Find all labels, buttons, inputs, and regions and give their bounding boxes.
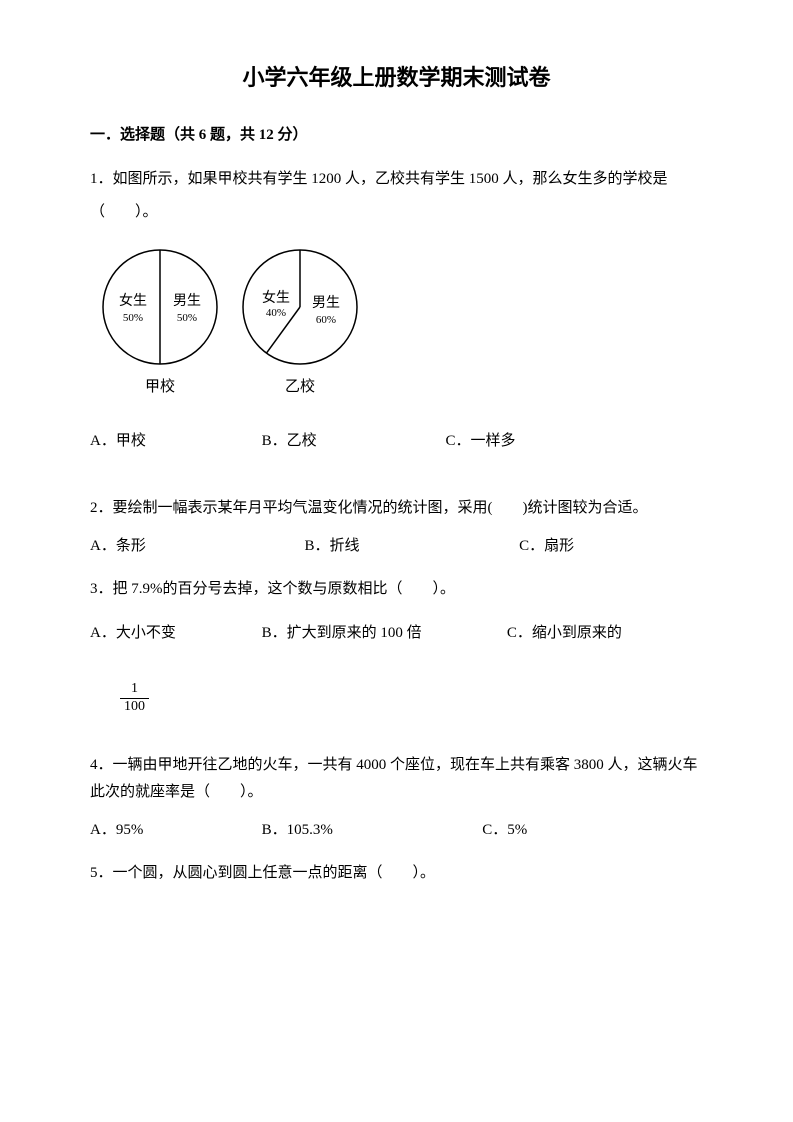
question-5-text: 5．一个圆，从圆心到圆上任意一点的距离（ ）。 — [90, 865, 435, 881]
question-2: 2．要绘制一幅表示某年月平均气温变化情况的统计图，采用( )统计图较为合适。 — [90, 495, 703, 522]
fraction-numerator: 1 — [120, 681, 149, 699]
question-3: 3．把 7.9%的百分号去掉，这个数与原数相比（ ）。 — [90, 576, 703, 603]
chart1-right-label: 男生 — [173, 293, 201, 309]
q1-options: A．甲校 B．乙校 C．一样多 — [90, 429, 703, 453]
chart2-left-label: 女生 — [262, 289, 290, 306]
chart2-right-pct: 60% — [316, 314, 336, 326]
q4-option-c: C．5% — [482, 818, 703, 842]
pie-charts: 女生 50% 男生 50% 甲校 女生 40% 男生 60% 乙校 — [100, 247, 703, 399]
chart-jia: 女生 50% 男生 50% 甲校 — [100, 247, 220, 399]
q4-option-a: A．95% — [90, 818, 262, 842]
q3-fraction: 1 100 — [120, 681, 149, 716]
q3-option-a: A．大小不变 — [90, 621, 262, 645]
chart1-caption: 甲校 — [100, 375, 220, 399]
question-4-text: 4．一辆由甲地开往乙地的火车，一共有 4000 个座位，现在车上共有乘客 380… — [90, 757, 698, 800]
q2-option-a: A．条形 — [90, 534, 305, 558]
q3-option-b: B．扩大到原来的 100 倍 — [262, 621, 507, 645]
question-3-text: 3．把 7.9%的百分号去掉，这个数与原数相比（ ）。 — [90, 581, 455, 597]
q4-options: A．95% B．105.3% C．5% — [90, 818, 703, 842]
chart1-right-pct: 50% — [177, 312, 197, 324]
q3-options: A．大小不变 B．扩大到原来的 100 倍 C．缩小到原来的 — [90, 621, 703, 645]
pie-chart-jia: 女生 50% 男生 50% — [100, 247, 220, 367]
q4-option-b: B．105.3% — [262, 818, 483, 842]
fraction-denominator: 100 — [120, 699, 149, 716]
chart2-right-label: 男生 — [312, 295, 340, 311]
q3-option-c: C．缩小到原来的 — [507, 621, 703, 645]
q2-options: A．条形 B．折线 C．扇形 — [90, 534, 703, 558]
page-title: 小学六年级上册数学期末测试卷 — [90, 60, 703, 95]
q1-option-b: B．乙校 — [262, 429, 446, 453]
question-5: 5．一个圆，从圆心到圆上任意一点的距离（ ）。 — [90, 860, 703, 887]
q2-option-c: C．扇形 — [519, 534, 703, 558]
section-header: 一．选择题（共 6 题，共 12 分） — [90, 123, 703, 147]
question-2-text: 2．要绘制一幅表示某年月平均气温变化情况的统计图，采用( )统计图较为合适。 — [90, 500, 648, 516]
chart1-left-label: 女生 — [119, 292, 147, 309]
chart-yi: 女生 40% 男生 60% 乙校 — [240, 247, 360, 399]
question-4: 4．一辆由甲地开往乙地的火车，一共有 4000 个座位，现在车上共有乘客 380… — [90, 752, 703, 806]
question-1: 1．如图所示，如果甲校共有学生 1200 人，乙校共有学生 1500 人，那么女… — [90, 163, 703, 229]
question-1-text: 1．如图所示，如果甲校共有学生 1200 人，乙校共有学生 1500 人，那么女… — [90, 171, 668, 220]
chart2-left-pct: 40% — [266, 307, 286, 319]
chart2-caption: 乙校 — [240, 375, 360, 399]
q1-option-a: A．甲校 — [90, 429, 262, 453]
q2-option-b: B．折线 — [305, 534, 520, 558]
q1-option-c: C．一样多 — [446, 429, 703, 453]
chart1-left-pct: 50% — [123, 312, 143, 324]
pie-chart-yi: 女生 40% 男生 60% — [240, 247, 360, 367]
